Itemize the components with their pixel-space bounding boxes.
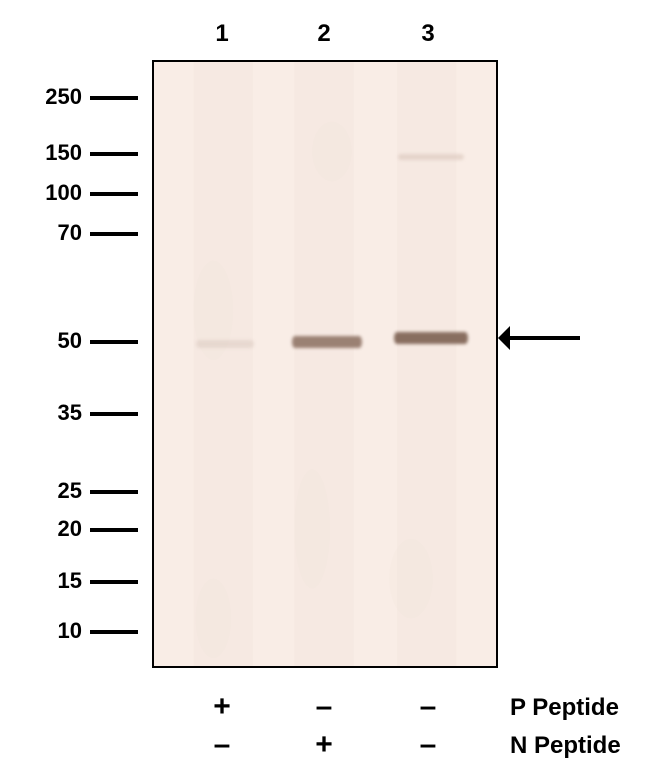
arrow-shaft: [510, 336, 580, 340]
mw-label-250: 250: [32, 84, 82, 110]
mw-tick-250: [90, 96, 138, 100]
mw-tick-100: [90, 192, 138, 196]
lane-label-1: 1: [202, 20, 242, 48]
mw-label-150: 150: [32, 140, 82, 166]
lane-label-3: 3: [408, 20, 448, 48]
western-blot-figure: 1 2 3 250 150 100 70 50 35 25 20 15 10 +…: [0, 0, 650, 784]
p-peptide-lane2: –: [306, 690, 342, 724]
mw-label-15: 15: [32, 568, 82, 594]
band-lane1-50kda: [196, 340, 254, 348]
p-peptide-label: P Peptide: [510, 694, 619, 722]
n-peptide-lane3: –: [410, 728, 446, 762]
n-peptide-lane2: +: [306, 728, 342, 762]
mw-label-10: 10: [32, 618, 82, 644]
mw-tick-15: [90, 580, 138, 584]
arrow-head-icon: [498, 326, 510, 350]
mw-tick-70: [90, 232, 138, 236]
n-peptide-label: N Peptide: [510, 732, 621, 760]
band-lane2-50kda: [292, 336, 362, 348]
mw-label-20: 20: [32, 516, 82, 542]
mw-label-25: 25: [32, 478, 82, 504]
blot-membrane: [152, 60, 498, 668]
mw-label-50: 50: [32, 328, 82, 354]
mw-label-100: 100: [32, 180, 82, 206]
mw-tick-20: [90, 528, 138, 532]
mw-tick-25: [90, 490, 138, 494]
band-lane3-faint-high: [398, 154, 464, 160]
mw-tick-50: [90, 340, 138, 344]
mw-label-35: 35: [32, 400, 82, 426]
mw-tick-35: [90, 412, 138, 416]
blot-background: [154, 62, 496, 666]
mw-tick-10: [90, 630, 138, 634]
lane-label-2: 2: [304, 20, 344, 48]
p-peptide-lane1: +: [204, 690, 240, 724]
n-peptide-lane1: –: [204, 728, 240, 762]
mw-label-70: 70: [32, 220, 82, 246]
band-lane3-50kda: [394, 332, 468, 344]
mw-tick-150: [90, 152, 138, 156]
p-peptide-lane3: –: [410, 690, 446, 724]
